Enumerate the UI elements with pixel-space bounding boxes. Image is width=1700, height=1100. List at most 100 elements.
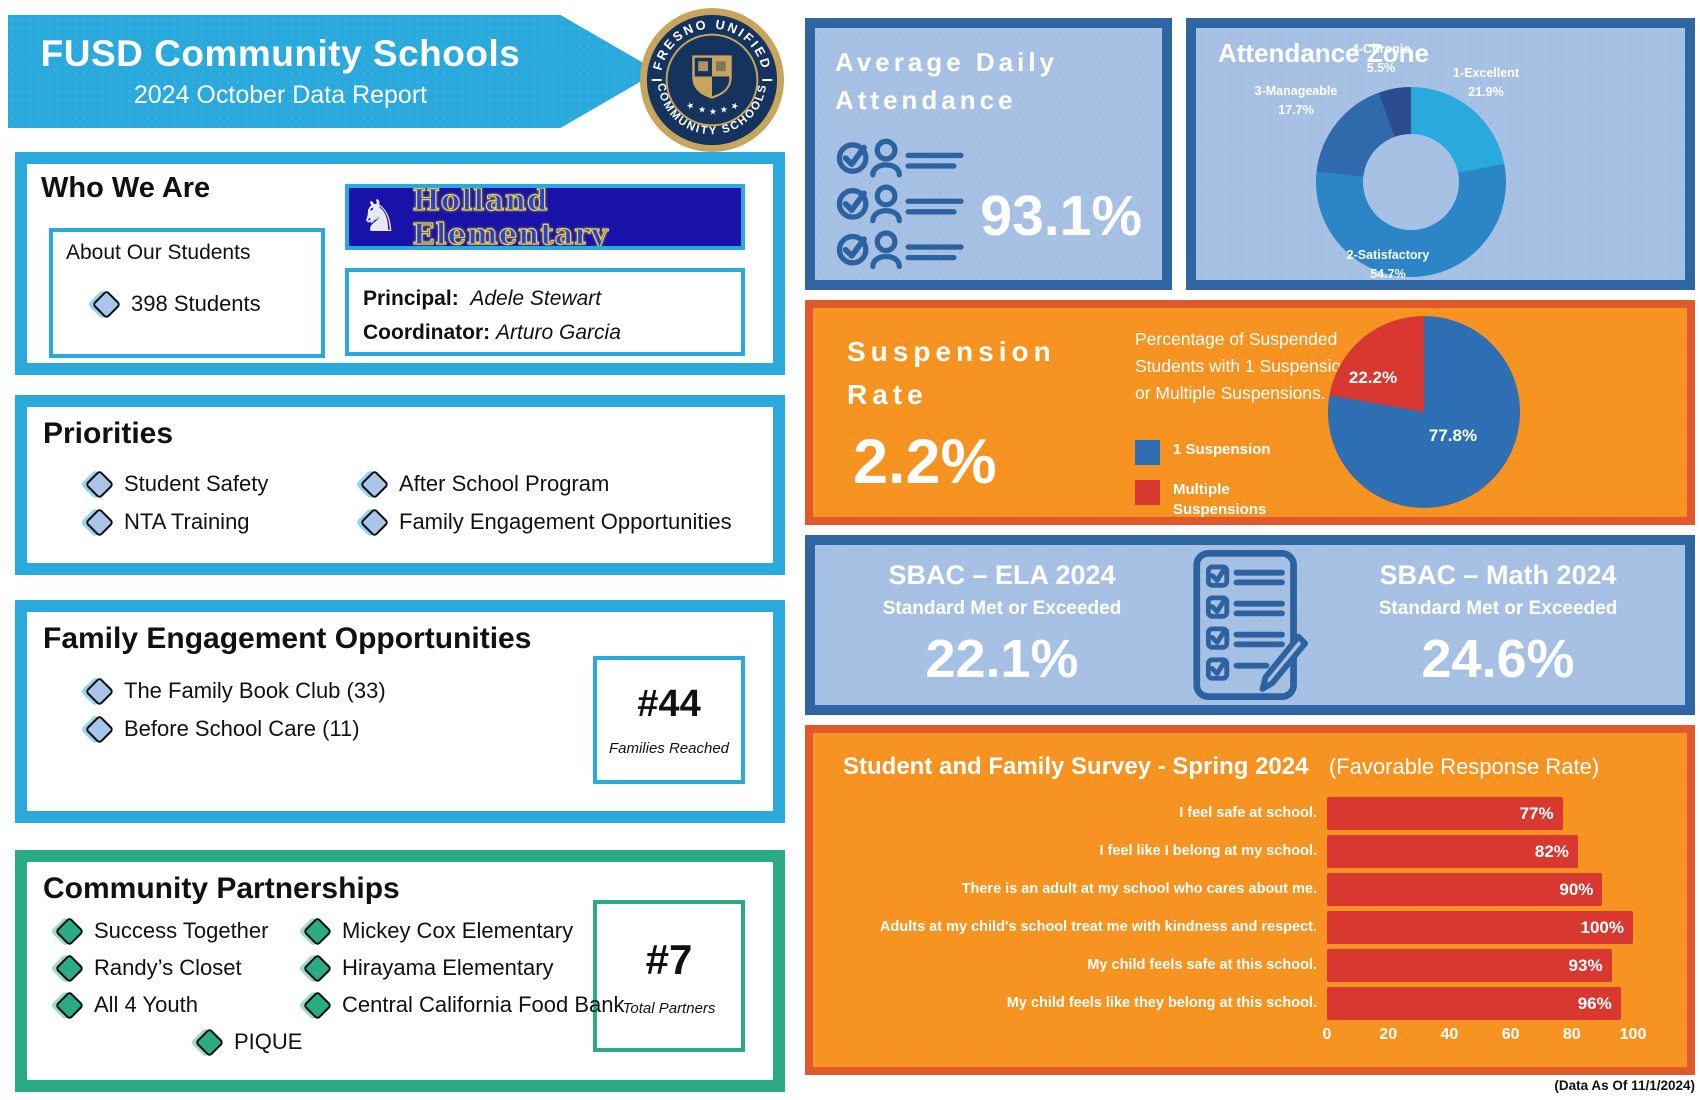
slice-label: 2-Satisfactory <box>1346 248 1430 262</box>
partner-item: Randy’s Closet <box>54 953 307 983</box>
survey-bar: 77% <box>1327 797 1563 830</box>
donut-hole <box>1363 134 1459 230</box>
diamond-bullet-icon <box>91 289 122 319</box>
legend-swatch-blue <box>1135 440 1160 465</box>
sbac-panel: SBAC – ELA 2024 Standard Met or Exceeded… <box>805 535 1695 715</box>
diamond-bullet-icon <box>54 990 85 1020</box>
students-count-item: 398 Students <box>91 289 308 319</box>
diamond-bullet-icon <box>302 916 333 946</box>
partner-item: Central California Food Bank <box>302 990 773 1020</box>
suspension-legend: 1 Suspension Multiple Suspensions <box>1135 440 1293 519</box>
svg-text:★: ★ <box>720 106 728 116</box>
survey-question: There is an adult at my school who cares… <box>961 881 1317 898</box>
axis-tick-label: 60 <box>1501 1026 1520 1043</box>
survey-bar-track: 100% <box>1327 911 1633 944</box>
school-name: Holland Elementary <box>412 184 609 250</box>
checklist-pencil-icon <box>1175 547 1325 703</box>
axis-tick-label: 100 <box>1619 1026 1647 1043</box>
priority-item: Family Engagement Opportunities <box>359 507 773 537</box>
diamond-bullet-icon <box>84 676 115 706</box>
principal-line: Principal: Adele Stewart <box>363 282 727 316</box>
donut-label-satisfactory: 2-Satisfactory 54.7% <box>1323 246 1453 284</box>
diamond-bullet-icon <box>359 469 390 499</box>
slice-label: 3-Manageable <box>1254 84 1338 98</box>
priority-label: Student Safety <box>124 471 269 496</box>
diamond-bullet-icon <box>84 507 115 537</box>
pie-label-single: 77.8% <box>1428 426 1478 445</box>
pie-label-multiple: 22.2% <box>1348 368 1398 387</box>
family-engagement-label: Before School Care (11) <box>124 716 360 741</box>
slice-pct: 21.9% <box>1468 84 1504 99</box>
priorities-title: Priorities <box>43 417 174 450</box>
survey-axis: 0 20 40 60 80 100 <box>835 1026 1647 1050</box>
attendance-roster-icon <box>836 139 964 270</box>
legend-swatch-red <box>1135 480 1160 505</box>
attendance-zone-title: Attendance Zone <box>1218 38 1429 68</box>
survey-row: I feel like I belong at my school. 82% <box>835 835 1633 868</box>
svg-text:★: ★ <box>698 106 706 116</box>
survey-question: I feel like I belong at my school. <box>1099 843 1317 860</box>
total-partners-label: Total Partners <box>622 999 716 1017</box>
diamond-bullet-icon <box>302 990 333 1020</box>
about-students-label: About Our Students <box>66 241 251 264</box>
axis-tick-label: 0 <box>1322 1026 1332 1043</box>
data-as-of-note: (Data As Of 11/1/2024) <box>1554 1078 1695 1093</box>
legend-label: Multiple Suspensions <box>1173 481 1267 518</box>
page-subtitle: 2024 October Data Report <box>133 81 428 109</box>
who-we-are-section: Who We Are About Our Students 398 Studen… <box>15 152 785 375</box>
page-title: FUSD Community Schools <box>40 33 521 74</box>
slice-label: 1-Excellent <box>1452 66 1519 80</box>
partner-item: PIQUE <box>194 1027 773 1057</box>
priority-label: After School Program <box>399 471 610 496</box>
partner-label: Randy’s Closet <box>94 955 242 980</box>
family-engagement-item: Before School Care (11) <box>84 714 773 744</box>
suspension-title-line2: Rate <box>847 379 928 411</box>
sbac-math-subtitle: Standard Met or Exceeded <box>1378 598 1618 619</box>
priority-item: Student Safety <box>84 469 364 499</box>
priority-label: NTA Training <box>124 509 250 534</box>
coordinator-name: Arturo Garcia <box>496 320 621 344</box>
average-daily-attendance-panel: Average Daily Attendance <box>805 18 1172 290</box>
diamond-bullet-icon <box>359 507 390 537</box>
partner-item: Mickey Cox Elementary <box>302 916 773 946</box>
seal-shield-icon <box>692 55 732 99</box>
sbac-ela-subtitle: Standard Met or Exceeded <box>882 598 1122 619</box>
sbac-math-title: SBAC – Math 2024 <box>1379 560 1617 590</box>
svg-text:★: ★ <box>709 108 717 118</box>
community-partnerships-title: Community Partnerships <box>43 872 400 905</box>
svg-text:★: ★ <box>729 101 740 113</box>
donut-label-manageable: 3-Manageable 17.7% <box>1231 82 1361 120</box>
diamond-bullet-icon <box>54 916 85 946</box>
legend-label: 1 Suspension <box>1173 441 1271 458</box>
survey-bar: 93% <box>1327 949 1612 982</box>
survey-bar-track: 82% <box>1327 835 1633 868</box>
staff-box: Principal: Adele Stewart Coordinator: Ar… <box>345 268 745 356</box>
community-partnerships-section: Community Partnerships Success Together … <box>15 850 785 1092</box>
principal-name: Adele Stewart <box>470 287 602 310</box>
partner-label: Central California Food Bank <box>342 992 625 1017</box>
axis-tick-label: 20 <box>1379 1026 1398 1043</box>
partner-label: Hirayama Elementary <box>342 955 554 980</box>
about-students-box: About Our Students 398 Students <box>49 228 325 358</box>
svg-text:★: ★ <box>685 101 696 113</box>
survey-row: My child feels like they belong at this … <box>835 987 1633 1020</box>
priority-item: NTA Training <box>84 507 364 537</box>
survey-question: Adults at my child's school treat me wit… <box>880 919 1317 936</box>
partner-item: All 4 Youth <box>54 990 307 1020</box>
survey-row: There is an adult at my school who cares… <box>835 873 1633 906</box>
partner-item: Hirayama Elementary <box>302 953 773 983</box>
survey-bar-chart: I feel safe at school. 77% I feel like I b… <box>835 797 1633 1020</box>
axis-tick-label: 40 <box>1440 1026 1459 1043</box>
principal-label: Principal: <box>363 287 459 310</box>
families-reached-count: #44 <box>637 683 701 725</box>
who-we-are-title: Who We Are <box>41 172 211 204</box>
total-partners-box: #7 Total Partners <box>593 900 745 1052</box>
survey-bar: 100% <box>1327 911 1633 944</box>
survey-panel: Student and Family Survey - Spring 2024 … <box>805 725 1695 1075</box>
survey-bar-track: 90% <box>1327 873 1633 906</box>
survey-row: I feel safe at school. 77% <box>835 797 1633 830</box>
slice-pct: 54.7% <box>1370 266 1406 281</box>
survey-bar: 90% <box>1327 873 1603 906</box>
survey-question: My child feels safe at this school. <box>1087 957 1317 974</box>
